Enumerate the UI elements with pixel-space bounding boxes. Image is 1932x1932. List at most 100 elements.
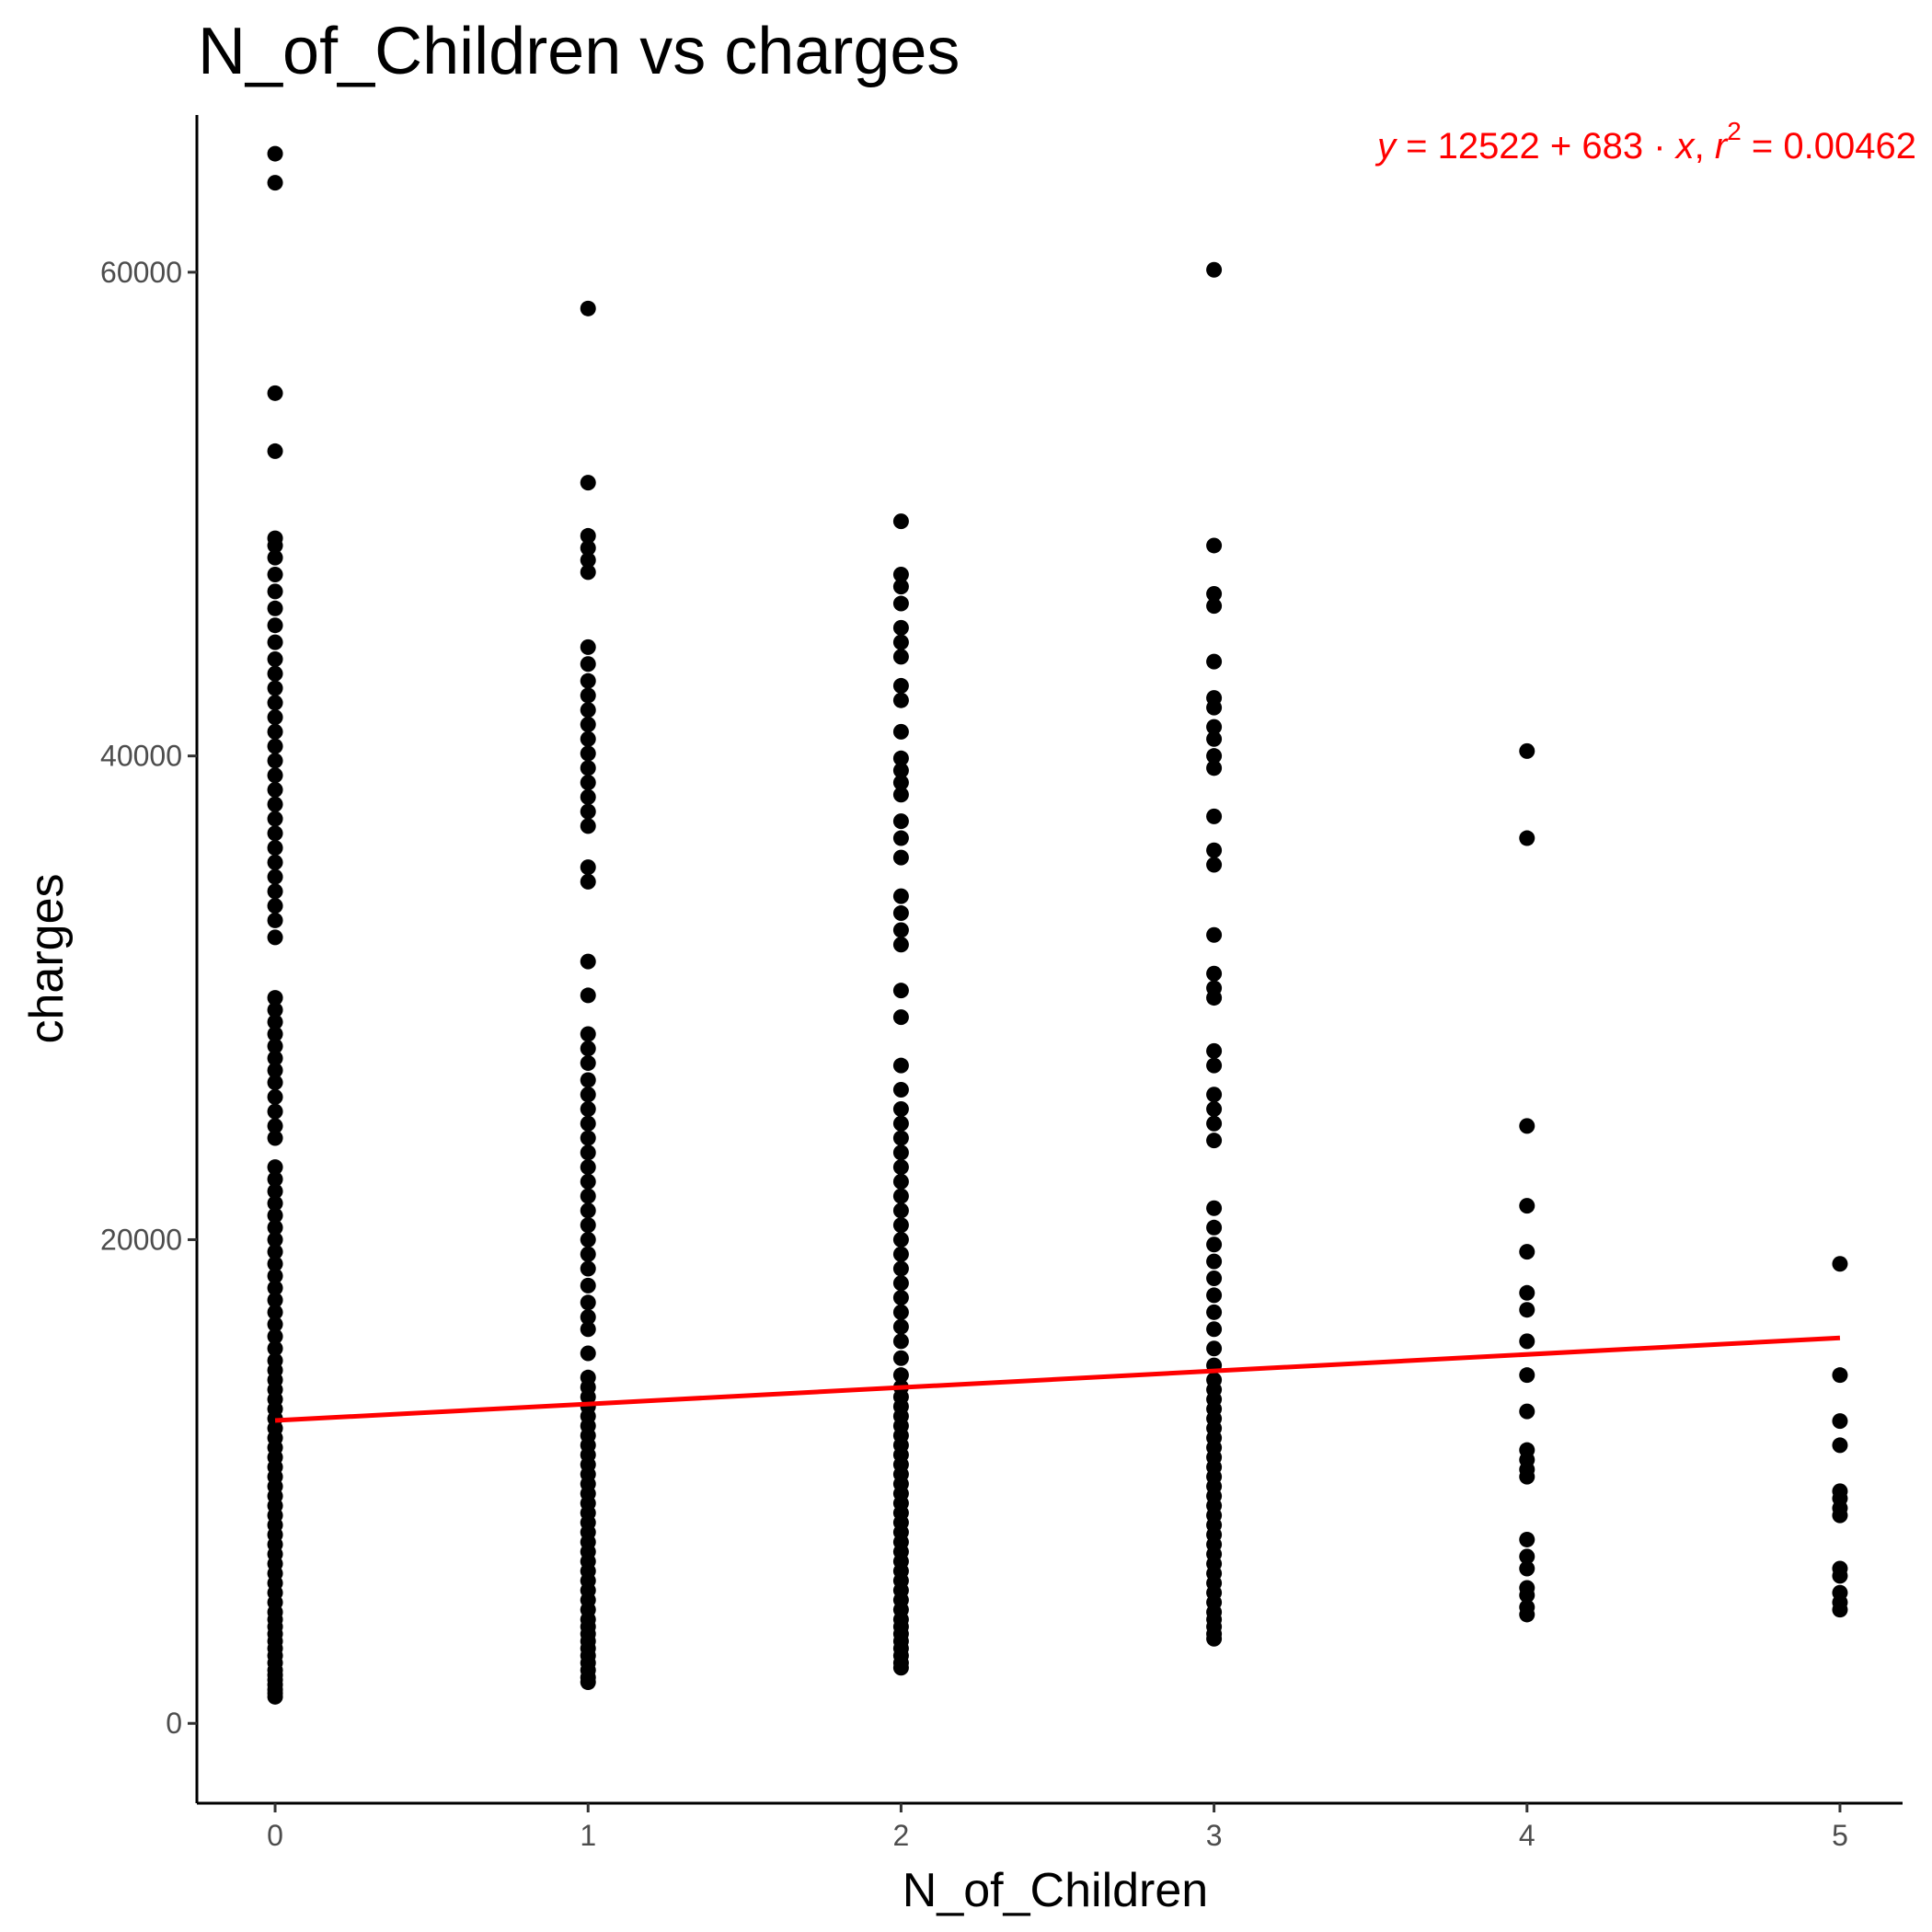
data-point [267,1183,283,1200]
data-point [267,1219,283,1236]
data-point [267,175,283,191]
x-axis-title: N_of_Children [903,1864,1208,1917]
data-point [267,709,283,726]
data-point [267,912,283,928]
data-point [267,1088,283,1105]
data-point [580,1173,596,1190]
data-point [580,1202,596,1219]
data-point [1519,1580,1535,1596]
data-point [1206,690,1223,707]
data-point [1206,1133,1223,1149]
data-point [580,987,596,1004]
data-point [1206,719,1223,735]
data-point [267,854,283,870]
data-point [267,1050,283,1066]
data-point [267,665,283,682]
data-point [892,922,909,938]
data-point [892,787,909,803]
data-point [892,1115,909,1132]
data-point [580,1026,596,1042]
data-point [1206,653,1223,670]
data-point [892,1217,909,1234]
data-point [1206,926,1223,943]
data-point [267,530,283,546]
data-point [1519,1442,1535,1458]
x-tick-label: 2 [893,1819,910,1852]
data-point [267,634,283,650]
data-point [1832,1413,1848,1430]
data-point [892,1057,909,1074]
x-tick-label: 5 [1832,1819,1848,1852]
data-point [1519,1244,1535,1260]
annotation-equation: = 12522 + 683 · [1396,126,1676,167]
data-point [892,1159,909,1176]
data-point [1206,1057,1223,1074]
data-point [1206,1287,1223,1304]
data-point [267,767,283,784]
data-point [267,1268,283,1284]
data-point [580,638,596,655]
data-point [267,868,283,885]
data-point [892,1246,909,1262]
data-point [580,540,596,557]
data-point [892,692,909,708]
data-point [892,1144,909,1161]
data-point [580,730,596,747]
data-point [1206,1219,1223,1236]
data-point [267,796,283,812]
data-point [267,145,283,162]
data-point [892,579,909,595]
annotation-y: y [1374,126,1398,167]
annotation-r2-value: = 0.00462 [1742,126,1916,167]
regression-annotation: y = 12522 + 683 · x, r2 = 0.00462 [1374,117,1916,167]
data-point [580,1277,596,1294]
data-point [267,1244,283,1260]
data-point [1519,830,1535,846]
data-point [1519,1599,1535,1616]
data-point [580,702,596,719]
data-point [1206,1200,1223,1216]
points-layer [267,145,1848,1705]
data-point [1519,1284,1535,1301]
data-point [892,905,909,922]
data-point [892,619,909,636]
data-point [267,566,283,582]
y-tick-label: 40000 [100,740,182,773]
data-point [1206,842,1223,858]
data-point [580,1130,596,1146]
data-point [267,1159,283,1176]
data-point [580,1217,596,1234]
data-point [892,1173,909,1190]
data-point [580,1309,596,1326]
data-point [267,1280,283,1296]
y-tick-label: 0 [166,1707,182,1740]
data-point [267,811,283,827]
data-point [267,1171,283,1188]
data-point [1206,1253,1223,1270]
data-point [267,1014,283,1030]
data-point [580,1041,596,1057]
data-point [892,1367,909,1384]
data-point [580,745,596,762]
data-point [892,1202,909,1219]
data-point [267,840,283,857]
data-point [580,818,596,834]
data-point [267,583,283,600]
annotation-x: x [1674,126,1696,167]
data-point [267,1328,283,1345]
data-point [580,552,596,569]
data-point [267,1002,283,1018]
data-point [892,1275,909,1292]
data-point [1519,1198,1535,1214]
annotation-r-superscript: 2 [1727,117,1742,145]
data-point [267,1075,283,1091]
data-point [580,859,596,876]
data-point [892,830,909,846]
data-point [267,1207,283,1224]
data-point [1206,1372,1223,1388]
data-point [580,687,596,704]
data-point [1206,1087,1223,1103]
data-point [1519,1367,1535,1384]
y-tick-label: 20000 [100,1223,182,1256]
